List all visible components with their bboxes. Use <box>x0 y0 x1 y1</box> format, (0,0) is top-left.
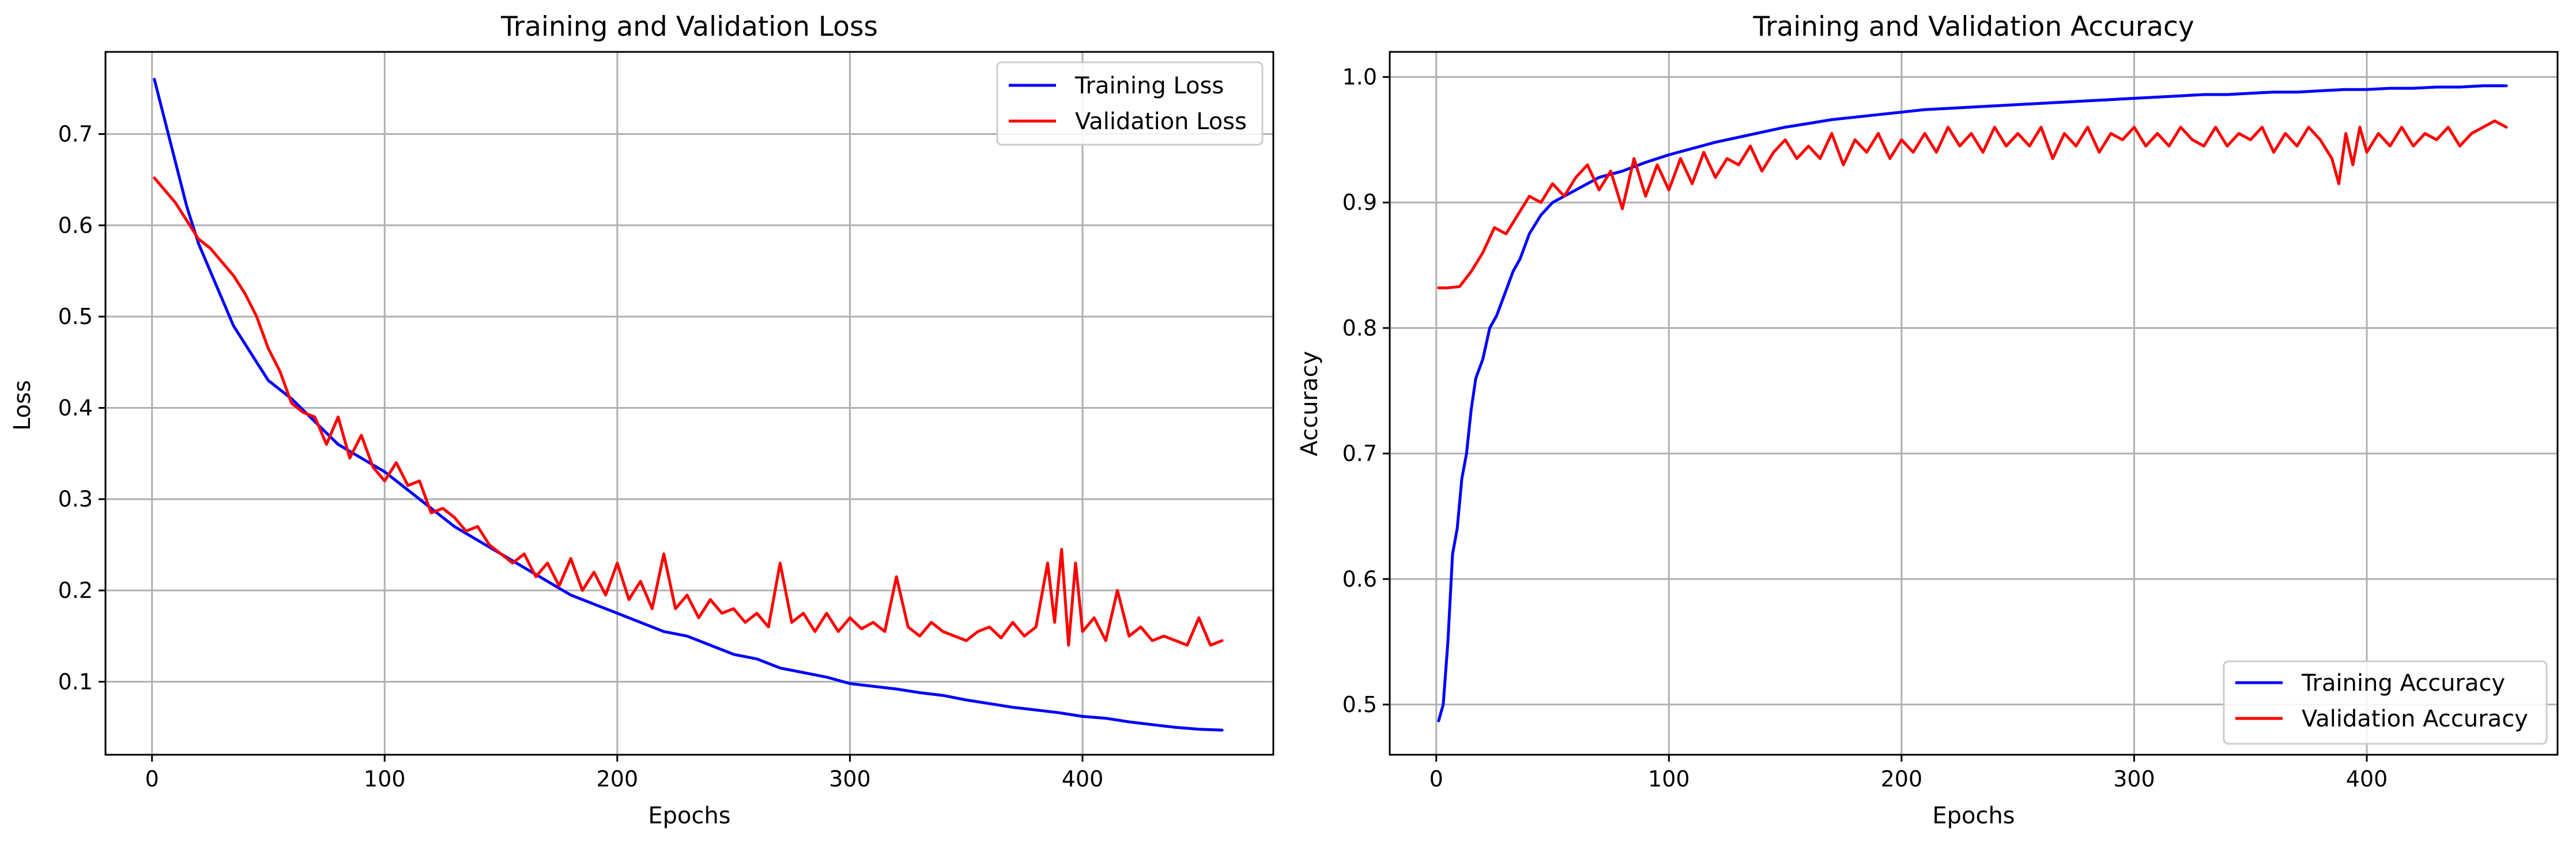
accuracy-chart-ylabel: Accuracy <box>1296 351 1323 457</box>
loss-chart-title: Training and Validation Loss <box>500 11 878 43</box>
loss-ytick-label: 0.4 <box>58 395 93 420</box>
accuracy-training-line <box>1437 84 2508 722</box>
loss-xtick-label: 300 <box>829 766 871 792</box>
accuracy-chart: Training and Validation Accuracy Epochs … <box>1296 11 2559 829</box>
loss-ytick-label: 0.6 <box>58 213 93 238</box>
loss-chart-ylabel: Loss <box>9 380 36 431</box>
accuracy-ytick-label: 0.6 <box>1342 566 1377 592</box>
loss-ytick-label: 0.3 <box>58 487 93 512</box>
accuracy-validation-line <box>1437 119 2508 289</box>
loss-chart: Training and Validation Loss Epochs Loss… <box>9 11 1274 829</box>
accuracy-chart-legend: Training Accuracy Validation Accuracy <box>2223 660 2548 745</box>
accuracy-xtick-label: 300 <box>2113 766 2155 792</box>
accuracy-chart-frame <box>1389 51 2559 756</box>
loss-xtick-label: 400 <box>1062 766 1104 792</box>
loss-legend-training-label: Training Loss <box>1074 73 1224 99</box>
loss-chart-series <box>153 78 1224 732</box>
loss-training-line <box>153 78 1224 732</box>
loss-chart-legend-box <box>996 61 1264 146</box>
loss-chart-legend: Training Loss Validation Loss <box>996 61 1264 146</box>
loss-chart-grid <box>105 52 1273 755</box>
loss-xtick-label: 200 <box>597 766 639 792</box>
loss-chart-ticks: 0 100 200 300 400 0.1 0.2 0.3 0.4 0.5 0.6 0.7 <box>58 121 1104 792</box>
accuracy-chart-title: Training and Validation Accuracy <box>1752 11 2194 43</box>
accuracy-xtick-label: 400 <box>2346 766 2388 792</box>
loss-chart-frame <box>104 51 1274 756</box>
loss-validation-line <box>153 176 1224 647</box>
loss-ytick-label: 0.5 <box>58 304 93 329</box>
accuracy-ytick-label: 0.8 <box>1342 315 1377 341</box>
loss-xtick-label: 100 <box>364 766 406 792</box>
loss-ytick-label: 0.2 <box>58 578 93 603</box>
accuracy-legend-training-label: Training Accuracy <box>2301 670 2505 697</box>
accuracy-legend-validation-label: Validation Accuracy <box>2302 706 2528 732</box>
accuracy-ytick-label: 0.9 <box>1342 190 1377 215</box>
accuracy-ytick-label: 1.0 <box>1342 65 1377 90</box>
accuracy-chart-ticks: 0 100 200 300 400 0.5 0.6 0.7 0.8 0.9 1.0 <box>1342 65 2388 792</box>
accuracy-xtick-label: 100 <box>1648 766 1690 792</box>
accuracy-ytick-label: 0.5 <box>1342 692 1377 717</box>
loss-chart-xlabel: Epochs <box>648 803 730 829</box>
loss-legend-validation-label: Validation Loss <box>1075 108 1247 135</box>
accuracy-chart-series <box>1437 84 2508 722</box>
accuracy-chart-legend-box <box>2223 660 2548 745</box>
accuracy-xtick-label: 0 <box>1430 766 1443 792</box>
loss-ytick-label: 0.7 <box>58 121 93 146</box>
accuracy-ytick-label: 0.7 <box>1342 441 1377 466</box>
accuracy-chart-xlabel: Epochs <box>1932 803 2015 829</box>
loss-ytick-label: 0.1 <box>58 669 93 694</box>
loss-xtick-label: 0 <box>145 766 159 792</box>
accuracy-xtick-label: 200 <box>1881 766 1923 792</box>
